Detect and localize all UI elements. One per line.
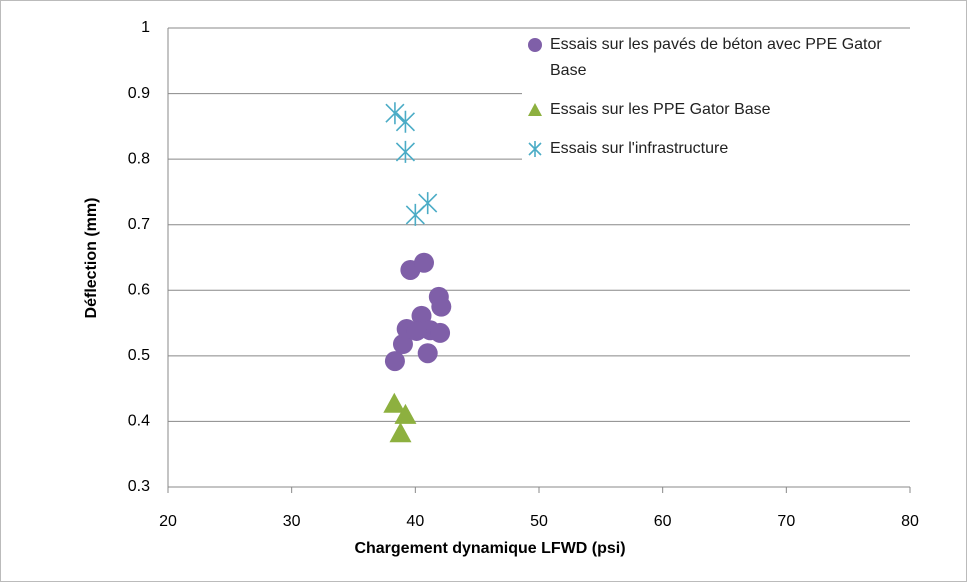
point [411,305,432,326]
legend-label: Essais sur les pavés de béton avec PPE G… [550,36,882,79]
x-tick-label: 70 [777,513,795,530]
point [528,38,542,52]
point [394,403,417,424]
y-tick-label: 0.9 [128,85,150,102]
x-axis-label: Chargement dynamique LFWD (psi) [354,540,625,557]
point [395,140,416,163]
point [395,110,416,133]
legend-item: Essais sur les PPE Gator Base [522,97,912,123]
point [392,334,413,355]
legend-label: Essais sur les PPE Gator Base [550,101,771,118]
x-tick-label: 30 [283,513,301,530]
x-tick-label: 60 [654,513,672,530]
point [413,252,434,273]
legend-label: Essais sur l'infrastructure [550,140,729,157]
point [417,343,438,364]
y-tick-label: 0.8 [128,150,150,167]
legend-item: Essais sur les pavés de béton avec PPE G… [522,32,912,84]
y-axis-label: Déflection (mm) [83,198,100,319]
x-tick-label: 40 [406,513,424,530]
x-tick-label: 80 [901,513,919,530]
point [385,102,405,125]
point [384,351,405,372]
point [406,320,427,341]
point [418,192,438,215]
legend-symbol [528,141,542,157]
point [383,392,406,413]
y-tick-label: 1 [141,19,150,36]
legend-symbol [528,103,542,116]
x-tick-label: 50 [530,513,548,530]
y-tick-label: 0.7 [128,216,150,233]
point [528,103,542,116]
y-tick-label: 0.4 [128,413,150,430]
legend-symbol [528,38,542,52]
y-tick-label: 0.5 [128,347,150,364]
legend: Essais sur les pavés de béton avec PPE G… [522,32,912,175]
point [405,203,425,226]
point [430,322,451,343]
point [389,422,412,443]
legend-item: Essais sur l'infrastructure [522,136,912,162]
y-tick-label: 0.6 [128,282,150,299]
point [528,141,542,157]
point [431,296,452,317]
x-tick-label: 20 [159,513,177,530]
y-tick-label: 0.3 [128,478,150,495]
